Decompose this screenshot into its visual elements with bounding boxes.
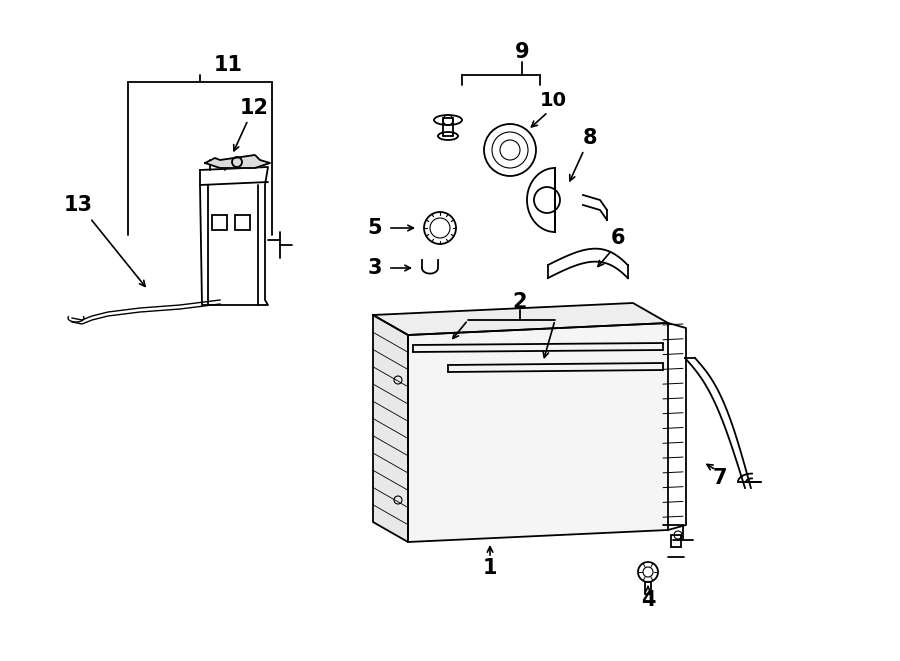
Text: 4: 4 (641, 590, 655, 610)
Text: 2: 2 (513, 292, 527, 312)
Text: 7: 7 (713, 468, 727, 488)
Text: 13: 13 (64, 195, 93, 215)
Polygon shape (373, 315, 408, 542)
Text: 10: 10 (539, 91, 566, 110)
Bar (443, 118, 453, 136)
Text: 9: 9 (515, 42, 529, 62)
Text: 6: 6 (611, 228, 625, 248)
Text: 11: 11 (213, 55, 242, 75)
Bar (235, 215, 250, 230)
Bar (212, 215, 227, 230)
Bar (671, 535, 681, 547)
Polygon shape (408, 323, 668, 542)
Text: 1: 1 (482, 558, 497, 578)
Polygon shape (205, 155, 270, 168)
Text: 8: 8 (583, 128, 598, 148)
Text: 5: 5 (368, 218, 382, 238)
Polygon shape (373, 303, 668, 335)
Text: 3: 3 (368, 258, 382, 278)
Text: 12: 12 (239, 98, 268, 118)
